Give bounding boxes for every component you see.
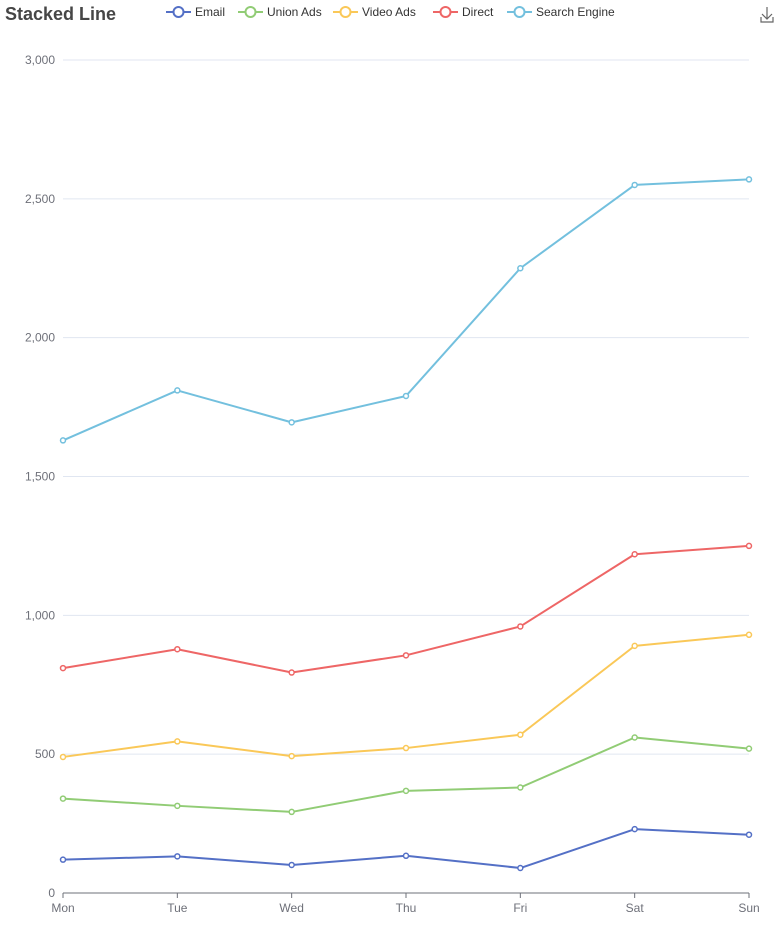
data-point[interactable] (174, 387, 181, 394)
y-tick-label: 0 (48, 886, 55, 900)
data-point[interactable] (174, 738, 181, 745)
data-point[interactable] (745, 631, 753, 639)
series-direct (59, 542, 753, 676)
data-point[interactable] (59, 795, 67, 802)
data-point[interactable] (59, 856, 67, 863)
data-point[interactable] (631, 181, 638, 189)
series-search-engine (59, 176, 753, 444)
y-tick-label: 2,500 (25, 192, 55, 206)
legend-item[interactable]: Email (166, 5, 225, 19)
legend-circle-icon (244, 6, 257, 18)
legend-circle-icon (439, 6, 452, 18)
data-point[interactable] (745, 831, 753, 838)
data-point[interactable] (631, 550, 638, 558)
data-point[interactable] (288, 808, 295, 816)
legend-label: Video Ads (362, 5, 416, 19)
data-point[interactable] (402, 392, 410, 400)
y-tick-label: 1,000 (25, 608, 55, 622)
series-video-ads (59, 631, 753, 761)
series-line (62, 828, 750, 870)
legend-circle-icon (339, 6, 352, 18)
data-point[interactable] (288, 861, 295, 869)
data-point[interactable] (745, 542, 753, 550)
data-point[interactable] (174, 645, 181, 653)
data-point[interactable] (517, 731, 524, 738)
download-icon (760, 7, 774, 23)
y-tick-label: 2,000 (25, 331, 55, 345)
series-union-ads (59, 734, 753, 816)
y-tick-label: 1,500 (25, 470, 55, 484)
data-point[interactable] (402, 744, 410, 752)
y-axis: 0 500 1,000 1,500 2,000 2,500 3,000 (25, 53, 55, 900)
legend-label: Search Engine (536, 5, 615, 19)
legend-label: Union Ads (267, 5, 322, 19)
data-point[interactable] (631, 642, 638, 650)
legend-label: Direct (462, 5, 494, 19)
x-axis: Mon Tue Wed Thu Fri Sat Sun (51, 892, 760, 915)
legend-label: Email (195, 5, 225, 19)
y-tick-label: 3,000 (25, 53, 55, 67)
data-point[interactable] (517, 623, 524, 630)
data-point[interactable] (745, 745, 753, 752)
data-point[interactable] (402, 852, 410, 860)
data-point[interactable] (59, 437, 67, 444)
x-tick-label: Sat (626, 901, 645, 915)
x-tick-label: Wed (279, 901, 303, 915)
data-point[interactable] (745, 176, 753, 183)
legend-item[interactable]: Video Ads (333, 5, 416, 19)
data-point[interactable] (59, 664, 67, 672)
x-tick-label: Tue (167, 901, 188, 915)
x-tick-label: Fri (513, 901, 527, 915)
data-point[interactable] (402, 652, 410, 659)
data-point[interactable] (288, 669, 295, 676)
data-point[interactable] (59, 753, 67, 761)
legend-circle-icon (172, 6, 185, 18)
series-layer (59, 176, 753, 872)
chart-title: Stacked Line (5, 4, 116, 24)
y-gridlines (63, 59, 749, 755)
y-tick-label: 500 (35, 747, 55, 761)
x-tick-label: Mon (51, 901, 74, 915)
data-point[interactable] (631, 734, 638, 741)
series-line (62, 178, 750, 442)
data-point[interactable] (288, 752, 295, 760)
data-point[interactable] (517, 784, 524, 791)
data-point[interactable] (631, 825, 638, 833)
legend-item[interactable]: Union Ads (238, 5, 322, 19)
series-email (59, 825, 753, 872)
x-tick-label: Sun (738, 901, 759, 915)
download-button[interactable] (756, 4, 778, 26)
data-point[interactable] (288, 419, 295, 426)
data-point[interactable] (174, 853, 181, 860)
legend: Email Union Ads Video Ads Direct Search Engi… (166, 5, 615, 19)
legend-item[interactable]: Search Engine (507, 5, 615, 19)
legend-item[interactable]: Direct (433, 5, 494, 19)
data-point[interactable] (174, 802, 181, 810)
legend-circle-icon (513, 6, 526, 18)
data-point[interactable] (402, 787, 410, 795)
x-tick-label: Thu (396, 901, 417, 915)
data-point[interactable] (517, 265, 524, 272)
data-point[interactable] (517, 864, 524, 872)
